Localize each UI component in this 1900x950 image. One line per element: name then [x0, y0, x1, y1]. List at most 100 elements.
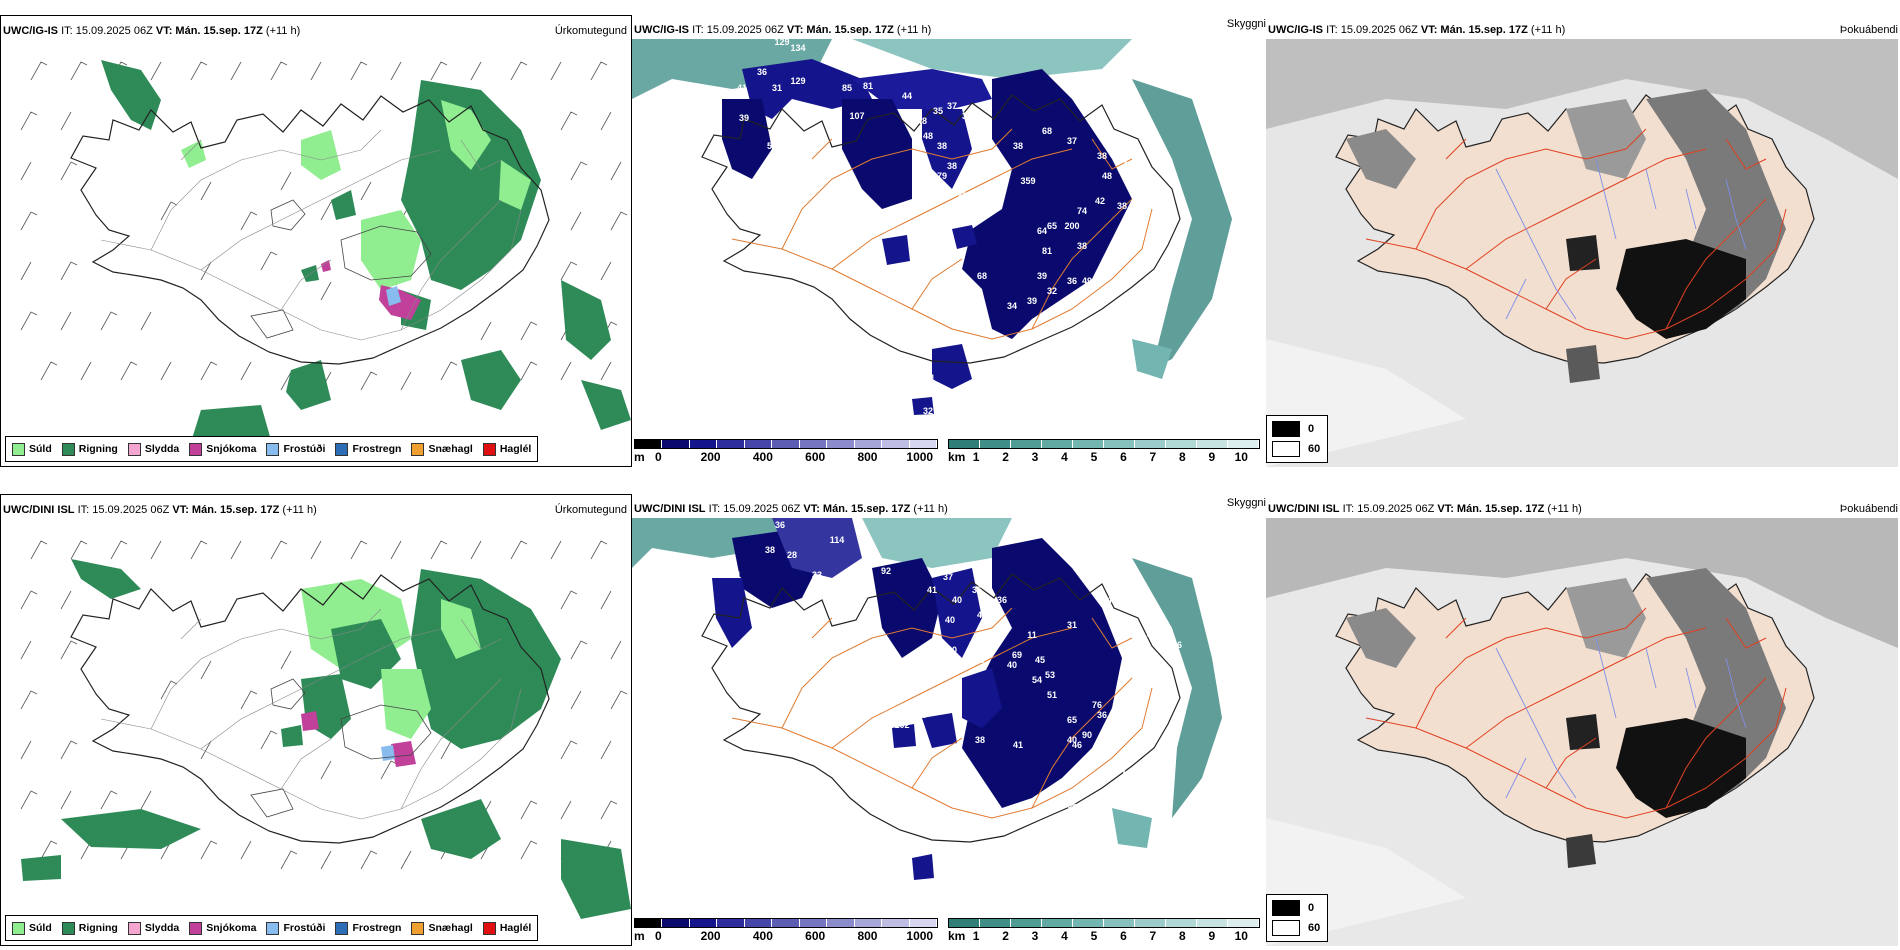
cloud-base-label: 45 — [1035, 655, 1045, 665]
colorbar-cell — [1135, 440, 1166, 448]
colorbar-cell — [717, 919, 745, 927]
cloud-base-label: 36 — [997, 595, 1007, 605]
cloud-base-label: 51 — [1047, 690, 1057, 700]
cloud-base-label: 40 — [1007, 660, 1017, 670]
legend-swatch — [482, 921, 496, 935]
cloud-base-label: 48 — [917, 116, 927, 126]
cloud-base-label: 41 — [927, 585, 937, 595]
panel-title: UWC/IG-IS IT: 15.09.2025 06Z VT: Mán. 15… — [634, 24, 932, 36]
cloud-base-label: 34 — [1007, 301, 1017, 311]
colorbar-tick: 5 — [1090, 929, 1098, 943]
cloud-base-label: 38 — [972, 136, 982, 146]
colorbar-cell — [1011, 919, 1042, 927]
colorbar-cell — [799, 440, 828, 448]
fog-legend-item: 0 — [1272, 900, 1314, 916]
colorbar-cell — [949, 919, 980, 927]
cloud-base-label: 64 — [1037, 226, 1047, 236]
cloud-base-label: 48 — [1102, 171, 1112, 181]
cloud-base-label: 28 — [787, 550, 797, 560]
cloud-base-label: 66 — [1067, 800, 1077, 810]
cloud-base-label: 149 — [854, 562, 869, 572]
visibility-strip — [948, 439, 1260, 449]
colorbar-cell — [909, 440, 937, 448]
cloud-base-label: 53 — [1045, 670, 1055, 680]
visibility-colorbar: km 1 2 3 4 5 6 7 8 9 10 — [948, 439, 1260, 464]
cloud-base-label: 38 — [1077, 241, 1087, 251]
fog-legend-item: 60 — [1272, 920, 1320, 936]
cloud-base-label: 200 — [1064, 221, 1079, 231]
cloud-base-label: 34 — [1117, 156, 1127, 166]
cloud-base-label: 102 — [894, 720, 909, 730]
cloud-base-label: 44 — [902, 91, 912, 101]
cloud-base-label: 36 — [1082, 755, 1092, 765]
colorbar-cell — [662, 919, 690, 927]
cloud-base-label: 85 — [842, 83, 852, 93]
cloud-base-label: 36 — [1137, 201, 1147, 211]
legend-swatch — [12, 921, 25, 935]
colorbar-cell — [854, 919, 883, 927]
cloud-base-label: 129 — [774, 39, 789, 47]
cloud-base-label: 32 — [923, 406, 933, 416]
precip-fields — [101, 60, 631, 442]
colorbar-cell — [744, 919, 773, 927]
colorbar-cell — [1073, 919, 1104, 927]
cloud-base-label: 31 — [1142, 670, 1152, 680]
colorbar-cell — [882, 919, 910, 927]
cloud-base-label: 38 — [1132, 236, 1142, 246]
precip-type-panel-top: UWC/IG-IS IT: 15.09.2025 06Z VT: Mán. 15… — [0, 15, 632, 467]
colorbar-cell — [1042, 919, 1073, 927]
cloud-base-label: 38 — [1117, 780, 1127, 790]
cloud-base-label: 37 — [1117, 765, 1127, 775]
colorbar-tick: 0 — [654, 450, 662, 464]
cloud-base-map: 36 114 38 28 149 92 41 33 37 35 41 40 40 36 47 38 39 146 4… — [632, 518, 1264, 910]
cloud-base-label: 48 — [923, 131, 933, 141]
cloud-base-label: 36 — [775, 520, 785, 530]
cloud-base-label: 35 — [933, 106, 943, 116]
cloud-base-label: 37 — [947, 101, 957, 111]
visibility-strip — [948, 918, 1260, 928]
colorbar-cell — [1104, 919, 1135, 927]
precip-type-panel-bottom: UWC/DINI ISL IT: 15.09.2025 06Z VT: Mán.… — [0, 494, 632, 946]
cloud-base-label: 31 — [772, 83, 782, 93]
legend-swatch — [266, 921, 280, 935]
colorbar-cell — [949, 440, 980, 448]
cloud-base-label: 31 — [1067, 620, 1077, 630]
height-ticks: m 0 200 400 600 800 1000 — [634, 450, 934, 464]
panel-tag: Úrkomutegund — [554, 504, 627, 516]
colorbar-cell — [1104, 440, 1135, 448]
cloud-base-map: 129 134 129 85 81 36 41 31 32 107 39 59 38 44 48 48 35 37… — [632, 39, 1264, 431]
colorbar-cell — [772, 919, 800, 927]
visibility-colorbar: km 1 2 3 4 5 6 7 8 9 10 — [948, 918, 1260, 943]
visibility-ticks: km 1 2 3 4 5 6 7 8 9 10 — [948, 450, 1248, 464]
precip-fields — [21, 559, 631, 919]
cloud-base-label: 36 — [757, 67, 767, 77]
colorbar-cell — [1011, 440, 1042, 448]
fog-legend-swatch — [1272, 441, 1300, 457]
cloud-base-label: 146 — [969, 655, 984, 665]
cloud-base-label: 69 — [1012, 650, 1022, 660]
legend-item: Súld — [12, 921, 52, 935]
colorbar-cell — [635, 919, 663, 927]
cloud-base-label: 40 — [947, 645, 957, 655]
cloud-base-label: 57 — [1139, 695, 1149, 705]
legend-swatch — [189, 921, 203, 935]
cloud-base-label: 32 — [809, 111, 819, 121]
cloud-base-label: 91 — [925, 373, 935, 383]
cloud-base-label: 38 — [937, 141, 947, 151]
height-strip — [634, 918, 938, 928]
colorbar-cell — [1073, 440, 1104, 448]
fog-legend-swatch — [1272, 900, 1300, 916]
fog-legend-item: 0 — [1272, 421, 1314, 437]
cloud-base-label: 38 — [1117, 201, 1127, 211]
legend-swatch — [61, 442, 75, 456]
fog-panel-bottom: UWC/DINI ISL IT: 15.09.2025 06Z VT: Mán.… — [1266, 494, 1898, 946]
panel-tag: Skyggni — [1226, 497, 1266, 509]
colorbar-tick: 800 — [857, 450, 878, 464]
panel-tag: Þokuábendi — [1839, 503, 1898, 515]
cloud-base-label: 33 — [927, 880, 937, 890]
colorbar-cell — [827, 919, 855, 927]
panel-title: UWC/DINI ISL IT: 15.09.2025 06Z VT: Mán.… — [634, 503, 948, 515]
fog-legend: 0 60 — [1266, 894, 1328, 942]
cloud-base-label: 74 — [1127, 705, 1137, 715]
visibility-ticks: km 1 2 3 4 5 6 7 8 9 10 — [948, 929, 1248, 943]
